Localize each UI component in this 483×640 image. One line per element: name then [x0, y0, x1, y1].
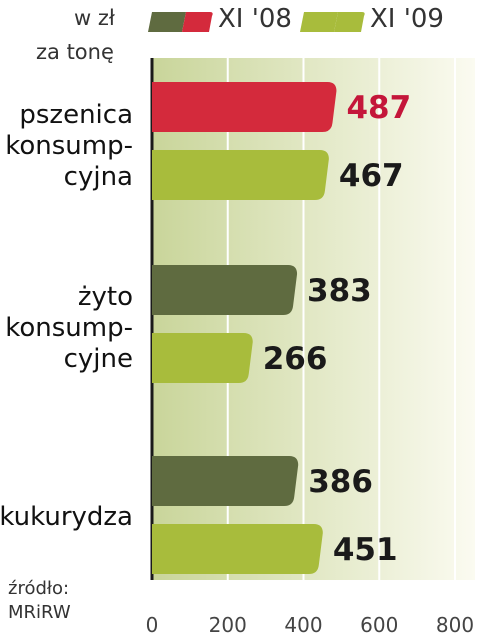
- x-tick-label: 600: [360, 613, 398, 637]
- bar: [152, 82, 337, 132]
- category-label-zyto: żyto konsump- cyjne: [5, 282, 133, 375]
- category-label-kukurydza: kukurydza: [0, 502, 133, 533]
- data-label: 451: [333, 532, 398, 568]
- category-label-line: żyto: [77, 282, 133, 312]
- legend-swatch: [148, 12, 186, 32]
- bar: [152, 265, 298, 315]
- category-label-line: konsump-: [5, 131, 133, 161]
- legend-label-xi09: XI '09: [370, 4, 444, 34]
- data-label: 386: [308, 464, 373, 500]
- category-label-line: pszenica: [19, 100, 133, 130]
- x-tick-label: 0: [146, 613, 159, 637]
- bar: [152, 150, 329, 200]
- legend-label-xi08: XI '08: [218, 4, 292, 34]
- legend-swatch: [182, 12, 213, 32]
- legend-swatch: [334, 12, 365, 32]
- category-label-line: cyjne: [63, 344, 133, 374]
- category-label-line: konsump-: [5, 313, 133, 343]
- source-label-line-1: źródło:: [8, 578, 70, 599]
- data-label: 266: [263, 341, 328, 377]
- x-tick-label: 200: [209, 613, 247, 637]
- data-label: 467: [339, 158, 404, 194]
- unit-label-line-1: w zł: [74, 6, 115, 30]
- category-label-line: kukurydza: [0, 502, 133, 532]
- unit-label-line-2: za tonę: [36, 40, 114, 64]
- x-tick-label: 800: [436, 613, 474, 637]
- data-label: 487: [346, 90, 411, 126]
- category-label-pszenica: pszenica konsump- cyjna: [5, 100, 133, 193]
- x-tick-label: 400: [284, 613, 322, 637]
- bar: [152, 524, 323, 574]
- data-label: 383: [307, 273, 372, 309]
- legend-swatch: [300, 12, 338, 32]
- bar: [152, 456, 299, 506]
- bar: [152, 333, 253, 383]
- source-label-line-2: MRiRW: [8, 602, 71, 623]
- category-label-line: cyjna: [63, 162, 133, 192]
